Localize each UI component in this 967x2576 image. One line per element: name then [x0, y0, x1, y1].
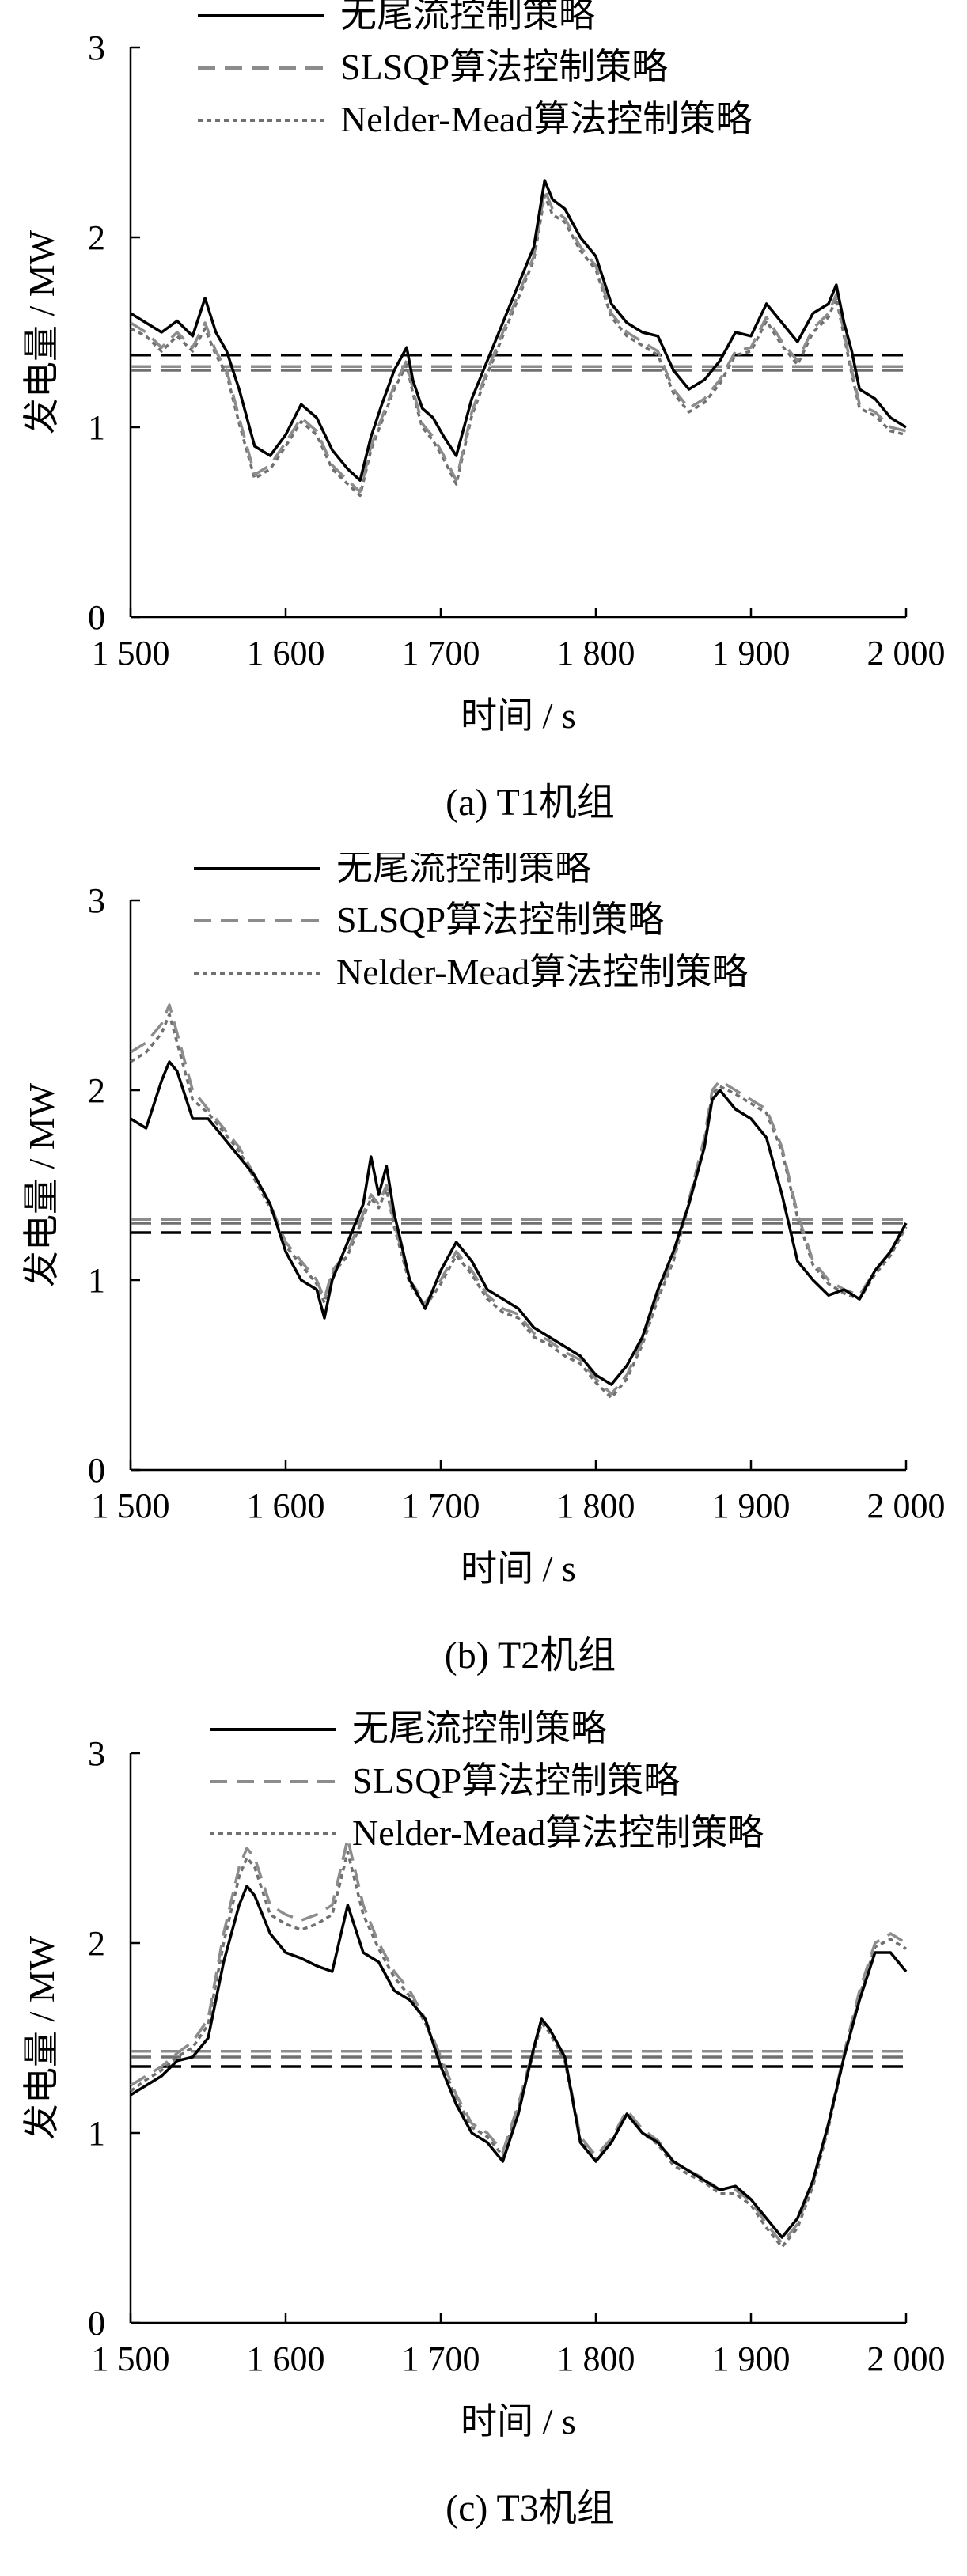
y-tick-label: 0 — [88, 598, 105, 637]
legend-label-1: 无尾流控制策略 — [336, 853, 591, 888]
legend-label-3: Nelder-Mead算法控制策略 — [352, 1813, 764, 1853]
chart-caption: (b) T2机组 — [445, 1635, 616, 1676]
x-axis-title: 时间 / s — [461, 2401, 576, 2442]
x-tick-label: 1 700 — [402, 2339, 480, 2378]
x-axis-title: 时间 / s — [461, 1548, 576, 1589]
y-tick-label: 0 — [88, 2304, 105, 2343]
chart-caption: (c) T3机组 — [446, 2487, 615, 2529]
y-axis-title: 发电量 / MW — [21, 229, 62, 434]
x-tick-label: 1 900 — [712, 1487, 791, 1525]
y-tick-label: 2 — [88, 1924, 105, 1963]
chart-caption: (a) T1机组 — [446, 782, 615, 824]
y-tick-label: 1 — [88, 408, 105, 447]
legend-label-1: 无尾流控制策略 — [352, 1708, 607, 1748]
chart-t1: 0 1 2 3 1 500 1 600 1 700 1 800 1 900 2 000 时间 / s… — [21, 0, 946, 824]
x-tick-label: 2 000 — [867, 634, 946, 672]
y-tick-label: 2 — [88, 218, 105, 257]
chart-t2: 0 1 2 3 1 500 1 600 1 700 1 800 1 900 2 000 时间 / s… — [21, 853, 946, 1676]
chart-t3: 0 1 2 3 1 500 1 600 1 700 1 800 1 900 2 000 时间 / s… — [21, 1708, 946, 2529]
x-tick-label: 1 900 — [712, 2339, 791, 2378]
y-tick-label: 3 — [88, 1734, 105, 1773]
chart-panel-t3: 0 1 2 3 1 500 1 600 1 700 1 800 1 900 2 000 时间 / s… — [0, 1706, 967, 2576]
y-axis-title: 发电量 / MW — [21, 1082, 62, 1287]
series-line-3 — [130, 194, 907, 498]
legend-label-3: Nelder-Mead算法控制策略 — [340, 99, 752, 139]
x-tick-label: 1 600 — [247, 634, 325, 672]
series-line-2 — [130, 1837, 907, 2245]
x-tick-label: 1 700 — [402, 634, 480, 672]
series-line-3 — [129, 1851, 907, 2248]
chart-panel-t2: 0 1 2 3 1 500 1 600 1 700 1 800 1 900 2 000 时间 / s… — [0, 853, 967, 1699]
legend-label-1: 无尾流控制策略 — [340, 0, 595, 35]
series-line-1 — [130, 1885, 908, 2239]
series-line-3 — [130, 1013, 908, 1400]
legend-label-2: SLSQP算法控制策略 — [336, 900, 664, 940]
y-axis-title: 发电量 / MW — [21, 1935, 62, 2140]
x-tick-label: 1 500 — [92, 1487, 170, 1525]
x-axis-title: 时间 / s — [461, 695, 576, 736]
series-line-2 — [130, 1003, 908, 1396]
x-tick-label: 1 600 — [247, 1487, 325, 1525]
x-tick-label: 1 800 — [557, 634, 635, 672]
y-tick-label: 3 — [88, 881, 105, 920]
chart-panel-t1: 0 1 2 3 1 500 1 600 1 700 1 800 1 900 2 000 时间 / s… — [0, 0, 967, 847]
x-tick-label: 2 000 — [867, 1487, 946, 1525]
legend-label-3: Nelder-Mead算法控制策略 — [336, 952, 748, 992]
series-line-1 — [130, 179, 907, 482]
y-tick-label: 1 — [88, 1261, 105, 1300]
legend-label-2: SLSQP算法控制策略 — [352, 1760, 680, 1801]
y-tick-label: 3 — [88, 28, 105, 67]
x-tick-label: 1 500 — [92, 2339, 170, 2378]
y-tick-label: 1 — [88, 2114, 105, 2153]
x-tick-label: 1 600 — [247, 2339, 325, 2378]
legend-label-2: SLSQP算法控制策略 — [340, 47, 668, 87]
y-tick-label: 2 — [88, 1071, 105, 1110]
y-tick-label: 0 — [88, 1451, 105, 1490]
x-tick-label: 1 800 — [557, 1487, 635, 1525]
series-line-1 — [130, 1060, 908, 1386]
x-tick-label: 1 800 — [557, 2339, 635, 2378]
series-line-2 — [130, 188, 907, 494]
x-tick-label: 1 900 — [712, 634, 791, 672]
x-tick-label: 1 500 — [92, 634, 170, 672]
x-tick-label: 1 700 — [402, 1487, 480, 1525]
x-tick-label: 2 000 — [867, 2339, 946, 2378]
